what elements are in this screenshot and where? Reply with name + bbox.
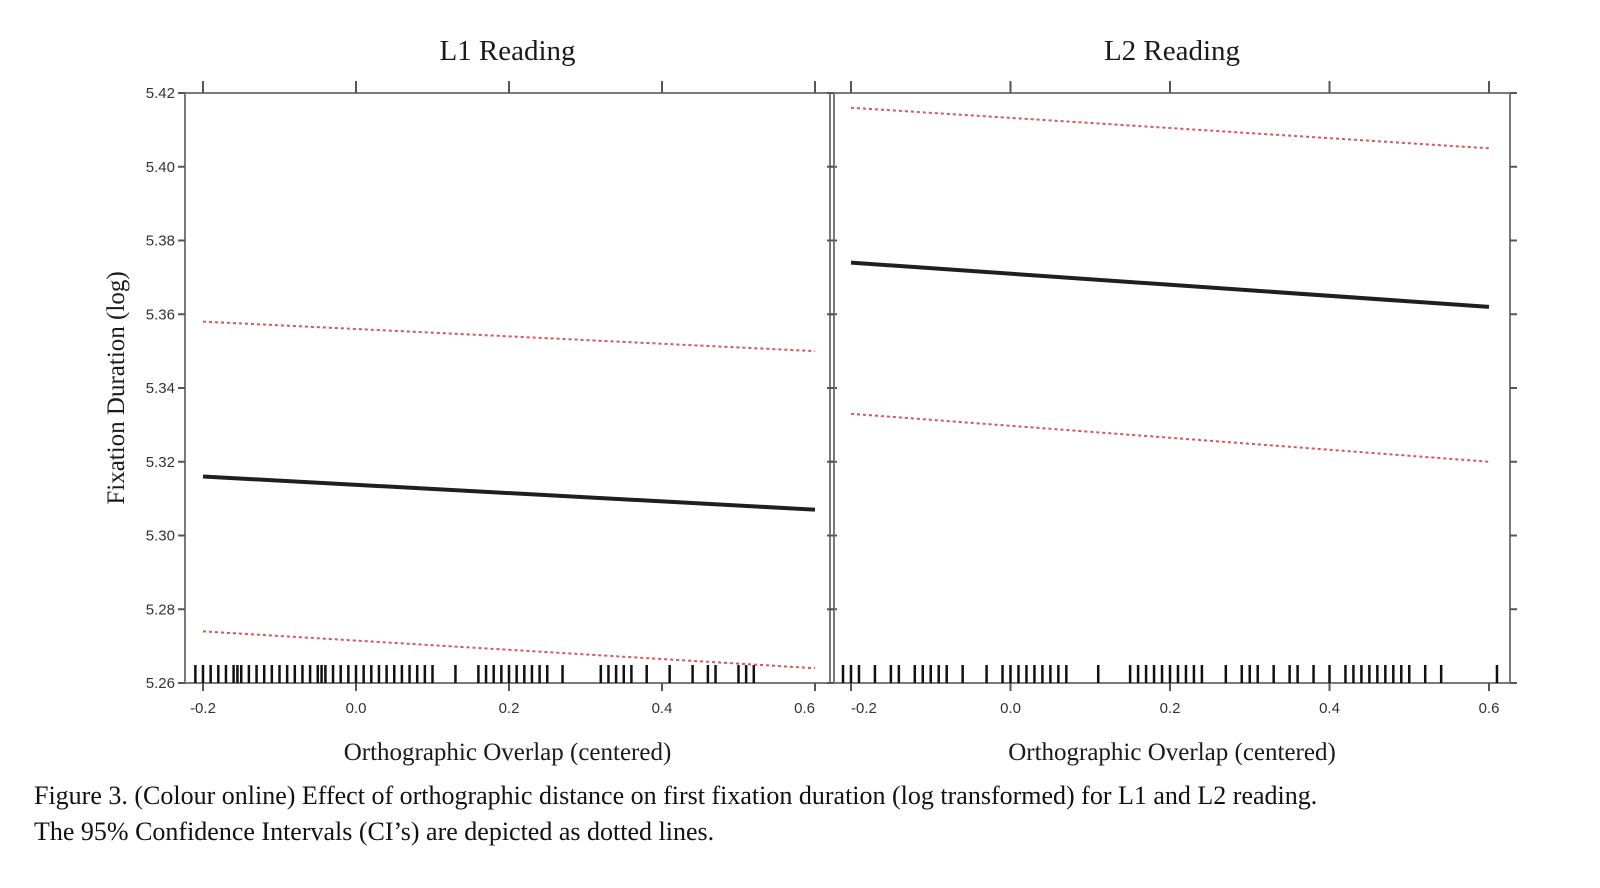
x-tick-label: 0.4 [1319,700,1340,717]
x-tick-label: 0.2 [1160,700,1181,717]
ci-line-lower [850,412,1490,463]
x-tick-label: 0.0 [1000,700,1021,717]
y-tick-label: 5.40 [146,159,175,176]
caption-line-1: Figure 3. (Colour online) Effect of orth… [34,781,1318,810]
ci-line-upper [202,320,816,353]
plot-frame [833,92,1511,684]
fit-line [850,260,1490,309]
y-tick-label: 5.36 [146,306,175,323]
x-tick-label: 0.4 [652,700,673,717]
panel-l1-reading: L1 Reading Orthographic Overlap (centere… [103,35,837,766]
plot-frame [184,92,831,684]
y-axis-title: Fixation Duration (log) [103,271,130,504]
caption-line-2: The 95% Confidence Intervals (CI’s) are … [34,817,715,846]
ci-line-upper [850,106,1490,150]
y-tick-label: 5.26 [146,675,175,692]
figure-caption: Figure 3. (Colour online) Effect of orth… [34,778,1574,850]
x-axis-title: Orthographic Overlap (centered) [1008,739,1336,766]
x-tick-label: 0.0 [346,700,367,717]
panel-title: L1 Reading [439,35,575,67]
y-tick-label: 5.30 [146,528,175,545]
x-tick-label: 0.6 [1479,700,1500,717]
panel-title: L2 Reading [1104,35,1240,67]
panel-l2-reading: L2 Reading Orthographic Overlap (centere… [827,35,1517,766]
y-tick-label: 5.38 [146,233,175,250]
x-tick-label: -0.2 [851,700,877,717]
y-tick-label: 5.42 [146,85,175,102]
x-axis-title: Orthographic Overlap (centered) [344,739,672,766]
x-tick-label: -0.2 [190,700,216,717]
ci-line-lower [202,630,816,670]
y-tick-label: 5.28 [146,601,175,618]
y-tick-label: 5.32 [146,454,175,471]
fit-line [202,474,816,512]
x-tick-label: 0.2 [499,700,520,717]
x-tick-label: 0.6 [794,700,815,717]
y-tick-label: 5.34 [146,380,175,397]
